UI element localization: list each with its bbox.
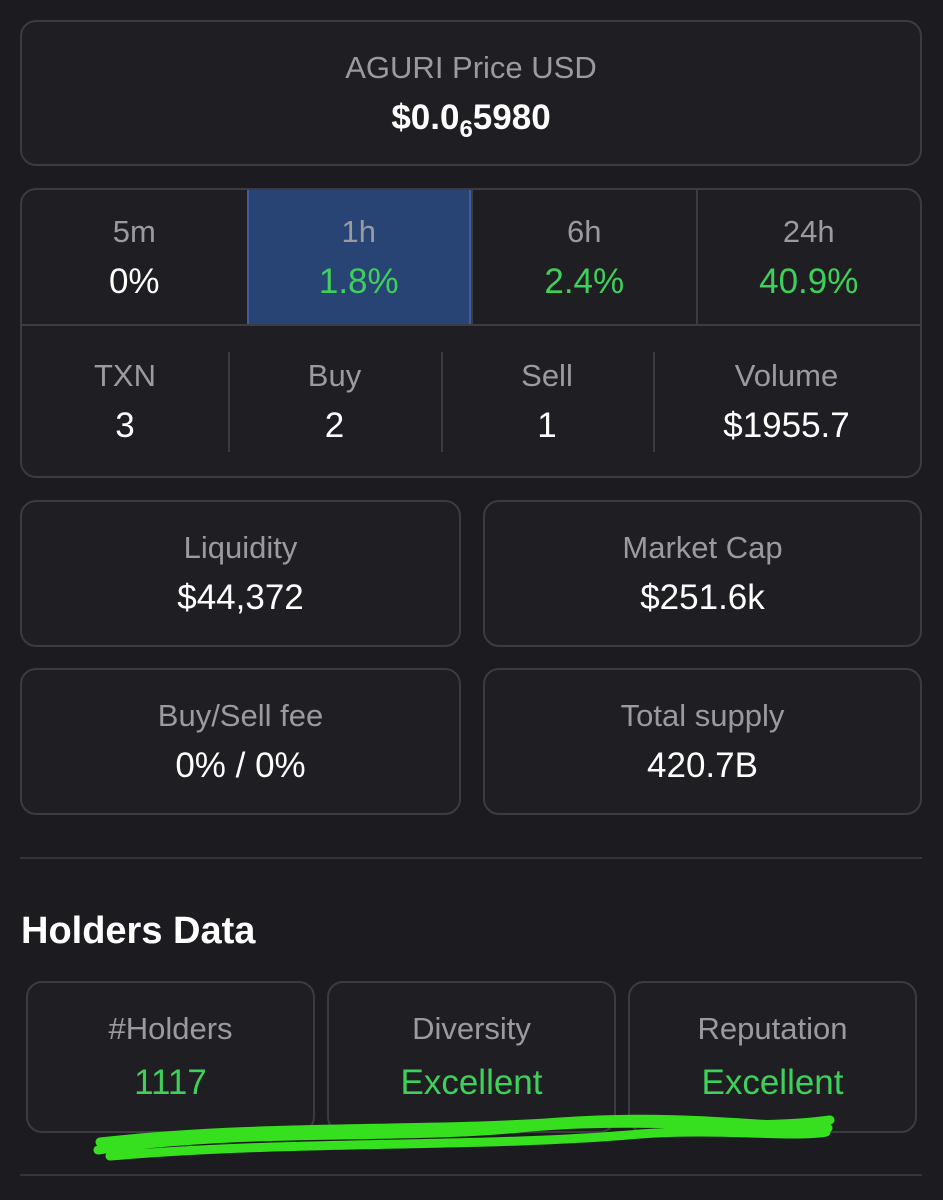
timeframe-tab[interactable]: 6h 2.4% [471,190,696,324]
txn-value: 1 [537,406,557,445]
divider [20,857,922,859]
stat-label: Liquidity [183,530,298,565]
stat-label: Total supply [620,698,785,733]
divider [20,1174,922,1176]
section-title: Holders Data [21,910,256,952]
txn-label: Buy [307,358,362,393]
holder-label: #Holders [108,1011,233,1046]
timeframe-change: 1.8% [318,262,399,301]
price-prefix: $0.0 [391,98,460,137]
holder-value: 1117 [134,1063,207,1102]
timeframe-change: 2.4% [544,262,625,301]
timeframe-label: 5m [112,214,156,249]
timeframe-label: 1h [341,214,376,249]
col-divider [653,352,655,452]
holder-label: Reputation [697,1011,848,1046]
activity-card: 5m 0% 1h 1.8% 6h 2.4% 24h 40.9% TXN 3 Buy 2 Sell 1 Vol… [20,188,922,478]
txn-value: 3 [115,406,135,445]
col-divider [228,352,230,452]
txn-stat: TXN 3 [22,326,228,476]
timeframe-label: 24h [782,214,835,249]
txn-stat: Volume $1955.7 [653,326,920,476]
txn-value: $1955.7 [723,406,850,445]
price-card: AGURI Price USD $0.065980 [20,20,922,166]
holder-value: Excellent [701,1063,844,1102]
timeframe-tab[interactable]: 1h 1.8% [246,190,471,324]
price-value: $0.065980 [22,98,920,144]
holder-card: Reputation Excellent [628,981,917,1133]
stat-value: 0% / 0% [175,746,306,785]
redaction-scribble [93,1114,835,1161]
timeframe-change: 40.9% [759,262,859,301]
col-divider [441,352,443,452]
stat-value: $44,372 [177,578,304,617]
timeframe-tab[interactable]: 24h 40.9% [695,190,921,324]
txn-stat: Buy 2 [228,326,441,476]
stat-card: Market Cap $251.6k [483,500,922,647]
stat-label: Market Cap [622,530,783,565]
holder-card: Diversity Excellent [327,981,616,1133]
txn-label: Sell [521,358,573,393]
stat-card: Liquidity $44,372 [20,500,461,647]
stat-label: Buy/Sell fee [157,698,324,733]
timeframe-tab[interactable]: 5m 0% [22,190,247,324]
holder-label: Diversity [412,1011,531,1046]
holder-value: Excellent [400,1063,543,1102]
price-subscript: 6 [459,116,473,143]
price-digits: 5980 [472,98,551,137]
timeframe-label: 6h [567,214,602,249]
txn-label: TXN [94,358,156,393]
stat-card: Total supply 420.7B [483,668,922,815]
holder-card: #Holders 1117 [26,981,315,1133]
txn-value: 2 [324,406,345,445]
timeframe-change: 0% [108,262,160,301]
row-divider [22,324,920,326]
stat-card: Buy/Sell fee 0% / 0% [20,668,461,815]
txn-label: Volume [734,358,839,393]
stat-value: $251.6k [640,578,765,617]
price-label: AGURI Price USD [345,50,597,85]
stat-value: 420.7B [647,746,758,785]
txn-stat: Sell 1 [441,326,653,476]
